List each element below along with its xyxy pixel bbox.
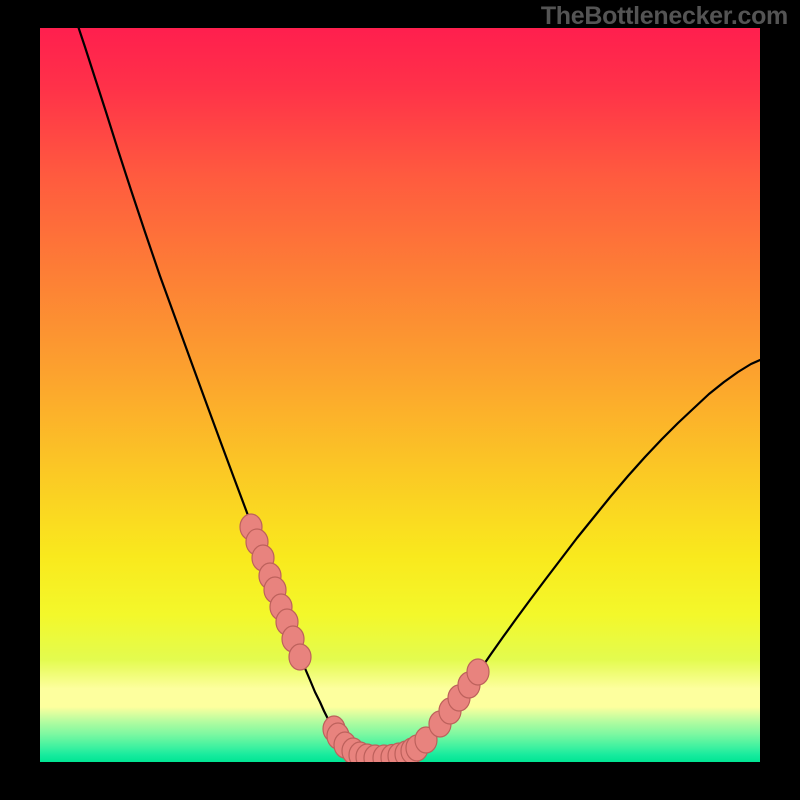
gradient-background <box>40 28 760 762</box>
watermark-text: TheBottlenecker.com <box>541 2 788 31</box>
plot-area <box>40 28 760 762</box>
figure-container: TheBottlenecker.com <box>0 0 800 800</box>
marker-dot <box>289 644 311 670</box>
marker-dot <box>467 659 489 685</box>
